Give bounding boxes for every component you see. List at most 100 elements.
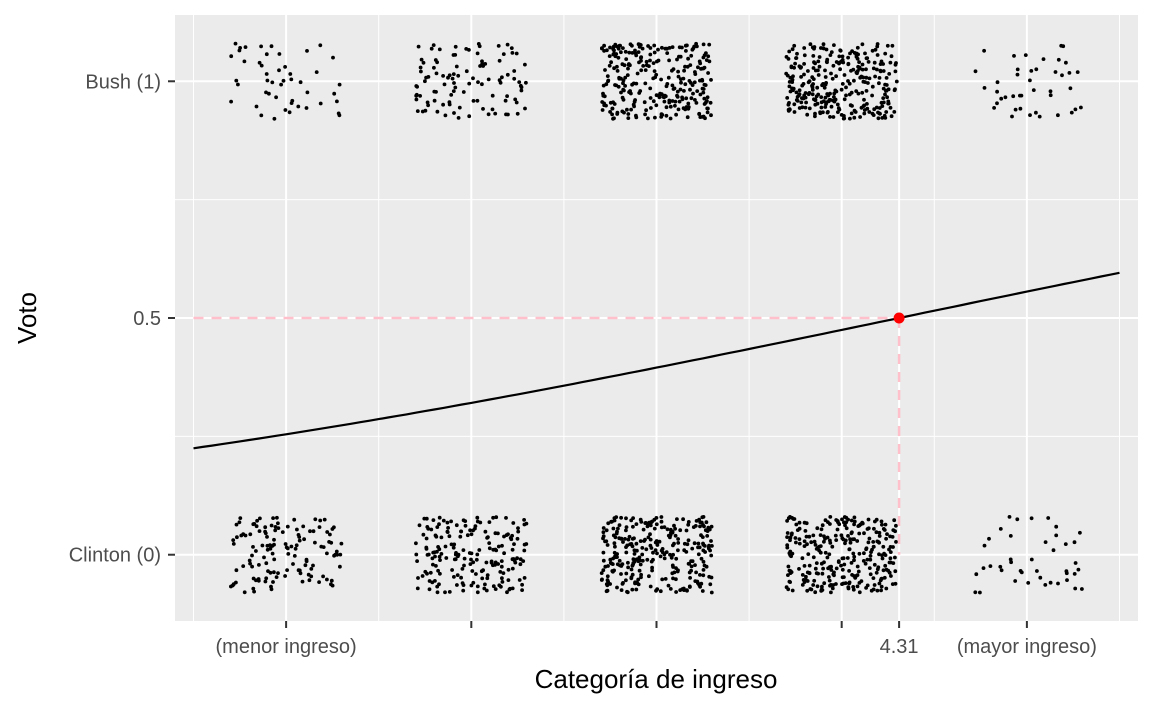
data-point (467, 81, 472, 86)
data-point (419, 57, 424, 62)
data-point (803, 105, 808, 110)
data-point (886, 99, 891, 104)
data-point (670, 45, 675, 49)
data-point (807, 534, 812, 539)
data-point (338, 552, 343, 557)
data-point (604, 589, 609, 594)
data-point (505, 94, 509, 98)
data-point (852, 78, 856, 83)
data-point (693, 70, 697, 74)
data-point (414, 92, 419, 97)
data-point (306, 572, 311, 577)
data-point (817, 64, 822, 69)
data-point (865, 557, 870, 562)
data-point (690, 83, 695, 87)
data-point (699, 581, 704, 586)
data-point (676, 107, 681, 112)
data-point (614, 515, 619, 519)
data-point (998, 527, 1003, 531)
data-point (468, 562, 473, 566)
data-point (863, 561, 868, 566)
data-point (629, 518, 634, 523)
data-point (506, 567, 511, 572)
data-point (643, 112, 647, 117)
data-point (821, 566, 825, 571)
data-point (704, 520, 709, 525)
data-point (826, 110, 830, 114)
data-point (831, 572, 836, 577)
data-point (888, 545, 893, 549)
data-point (883, 116, 888, 120)
data-point (815, 584, 820, 589)
data-point (612, 102, 617, 106)
data-point (857, 551, 862, 556)
data-point (811, 66, 816, 70)
data-point (432, 65, 436, 70)
data-point (999, 568, 1004, 573)
data-point (998, 564, 1003, 569)
data-point (659, 525, 664, 530)
fitted-curve-layer (193, 271, 1120, 450)
data-point (653, 75, 658, 80)
data-point (786, 102, 791, 107)
data-point (469, 557, 473, 562)
data-point (830, 586, 835, 591)
data-point (480, 82, 484, 87)
data-point (431, 562, 435, 567)
data-point (1018, 93, 1022, 98)
data-point (680, 97, 685, 102)
data-point (845, 556, 850, 560)
data-point (675, 517, 679, 521)
data-point (890, 535, 895, 539)
data-point (1073, 561, 1078, 565)
data-point (621, 97, 626, 102)
data-point (884, 76, 889, 80)
data-point (1043, 540, 1048, 544)
data-point (626, 565, 630, 570)
data-point (432, 98, 437, 103)
data-point (894, 523, 898, 528)
data-point (277, 52, 282, 56)
data-point (821, 82, 825, 86)
data-point (802, 564, 807, 568)
data-point (229, 99, 234, 104)
data-point (860, 42, 865, 47)
data-point (813, 543, 818, 547)
data-point (490, 107, 495, 112)
data-point (812, 539, 817, 544)
data-point (683, 64, 687, 69)
data-point (1012, 54, 1016, 58)
data-point (264, 576, 269, 581)
data-point (627, 50, 632, 55)
data-point (800, 83, 805, 88)
data-point (610, 112, 614, 117)
data-point (339, 541, 344, 546)
data-point (665, 46, 669, 51)
data-point (634, 53, 639, 58)
data-point (685, 64, 690, 69)
data-point (814, 571, 819, 576)
data-point (829, 590, 833, 595)
data-point (822, 581, 827, 586)
data-point (238, 516, 243, 520)
data-point (883, 563, 888, 568)
data-point (856, 569, 861, 574)
data-point (838, 60, 842, 65)
data-point (685, 43, 689, 48)
data-point (671, 552, 675, 557)
data-point (852, 558, 856, 563)
data-point (821, 46, 826, 51)
data-point (469, 532, 474, 537)
data-point (415, 109, 420, 113)
data-point (708, 548, 712, 553)
data-point (272, 570, 276, 575)
data-point (705, 99, 709, 103)
data-point (871, 544, 876, 549)
data-point (807, 106, 812, 111)
data-point (613, 42, 618, 47)
data-point (243, 45, 248, 49)
data-point (602, 43, 606, 48)
data-point (870, 111, 875, 116)
data-point (329, 582, 333, 587)
data-point (875, 588, 880, 593)
